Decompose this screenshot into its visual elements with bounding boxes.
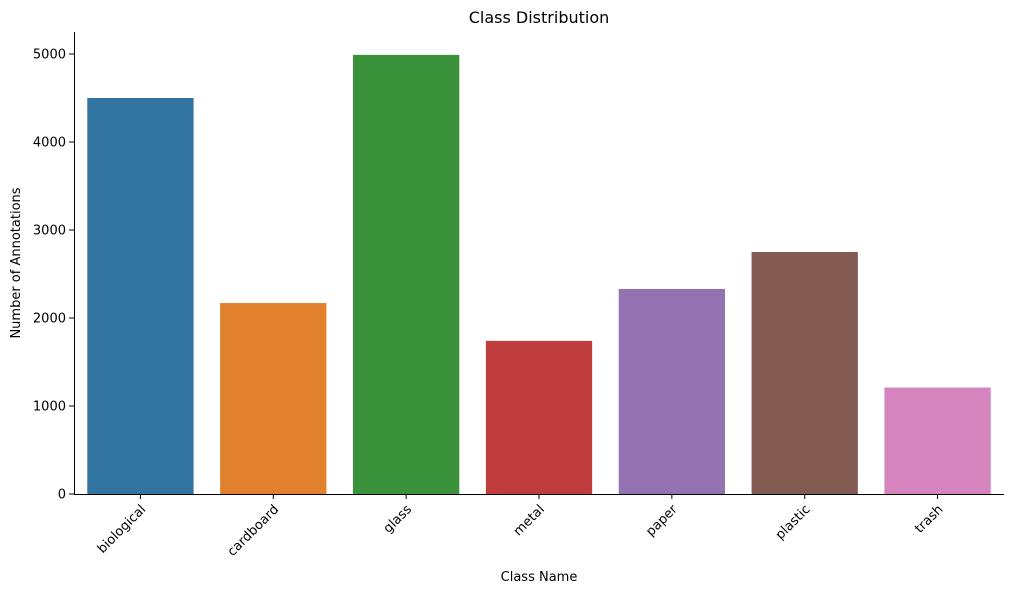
bar-plastic	[751, 252, 858, 494]
y-tick-label: 5000	[33, 48, 66, 63]
bar-metal	[485, 340, 593, 494]
x-axis-title: Class Name	[501, 570, 578, 585]
y-axis-ticks: 0 1000 2000 3000 4000 5000	[33, 48, 74, 503]
bars-group	[87, 54, 991, 494]
y-tick-label: 1000	[33, 400, 66, 415]
chart-title: Class Distribution	[469, 8, 610, 27]
x-tick-label: metal	[511, 502, 548, 539]
y-tick-label: 0	[58, 488, 66, 503]
x-tick-label: paper	[643, 502, 681, 540]
y-tick-label: 3000	[33, 224, 66, 239]
bar-cardboard	[220, 303, 327, 494]
x-axis-ticks: biological cardboard glass metal paper plasti…	[95, 494, 946, 560]
x-tick-label: biological	[95, 502, 149, 556]
bar-glass	[353, 54, 460, 494]
y-tick-label: 4000	[33, 136, 66, 151]
bar-trash	[884, 387, 991, 494]
x-tick-label: cardboard	[225, 502, 282, 559]
bar-biological	[87, 98, 194, 494]
y-axis-title: Number of Annotations	[9, 187, 24, 338]
x-tick-label: glass	[381, 502, 415, 536]
x-tick-label: trash	[912, 502, 946, 536]
x-tick-label: plastic	[773, 502, 814, 543]
bar-paper	[618, 288, 725, 494]
y-tick-label: 2000	[33, 312, 66, 327]
